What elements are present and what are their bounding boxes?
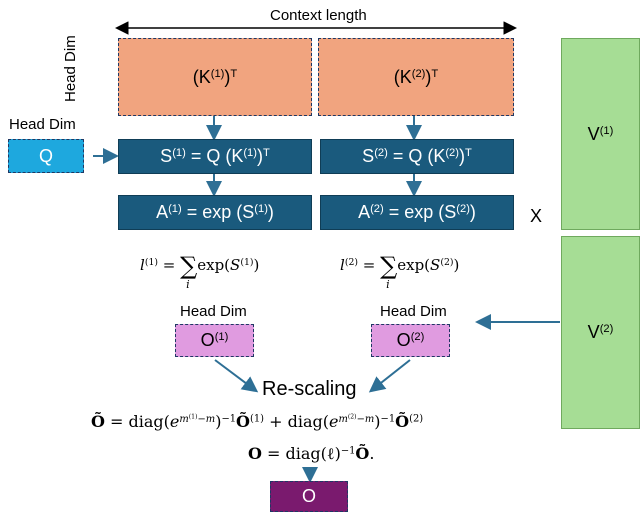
context-length-label: Context length: [270, 7, 367, 24]
l1-formula: l(1) = ∑ i exp(S(1)): [140, 252, 260, 291]
arrow-o1-to-rescaling: [214, 359, 259, 393]
multiply-label: X: [530, 206, 543, 226]
v1-label: V(1): [587, 123, 614, 144]
head-dim-label-q: Head Dim: [9, 116, 76, 133]
v1-box: V(1): [561, 38, 640, 230]
o2-label: O(2): [396, 330, 425, 350]
o-final-box: O: [270, 481, 348, 512]
k2-label: (K(2))T: [393, 66, 439, 87]
v2-label: V(2): [587, 322, 614, 342]
q-label: Q: [38, 145, 53, 166]
head-dim-label-k: Head Dim: [62, 35, 79, 102]
s1-label: S(1) = Q (K(1))T: [160, 146, 270, 166]
o2-box: O(2): [371, 324, 450, 357]
s2-box: S(2) = Q (K(2))T: [320, 139, 514, 174]
arrow-o2-to-rescaling: [368, 359, 411, 393]
k1-transpose-box: (K(1))T: [118, 38, 312, 116]
normalize-formula: O = diag(ℓ)−1Õ.: [248, 444, 375, 463]
rescaling-formula: Õ = diag(em(1)−m)−1Õ(1) + diag(em(2)−m)−…: [91, 412, 424, 431]
k2-transpose-box: (K(2))T: [318, 38, 514, 116]
a1-box: A(1) = exp (S(1)): [118, 195, 312, 230]
l2-formula: l(2) = ∑ i exp(S(2)): [340, 252, 460, 291]
head-dim-label-o2: Head Dim: [380, 303, 447, 320]
o1-label: O(1): [200, 330, 229, 350]
a2-box: A(2) = exp (S(2)): [320, 195, 514, 230]
o1-box: O(1): [175, 324, 254, 357]
o-final-label: O: [301, 486, 316, 506]
q-box: Q: [8, 139, 84, 173]
s1-box: S(1) = Q (K(1))T: [118, 139, 312, 174]
head-dim-label-o1: Head Dim: [180, 303, 247, 320]
k1-label: (K(1))T: [192, 66, 238, 87]
rescaling-label: Re-scaling: [262, 378, 357, 400]
a2-label: A(2) = exp (S(2)): [358, 202, 476, 222]
s2-label: S(2) = Q (K(2))T: [362, 146, 472, 166]
v2-box: V(2): [561, 236, 640, 429]
a1-label: A(1) = exp (S(1)): [156, 202, 274, 222]
